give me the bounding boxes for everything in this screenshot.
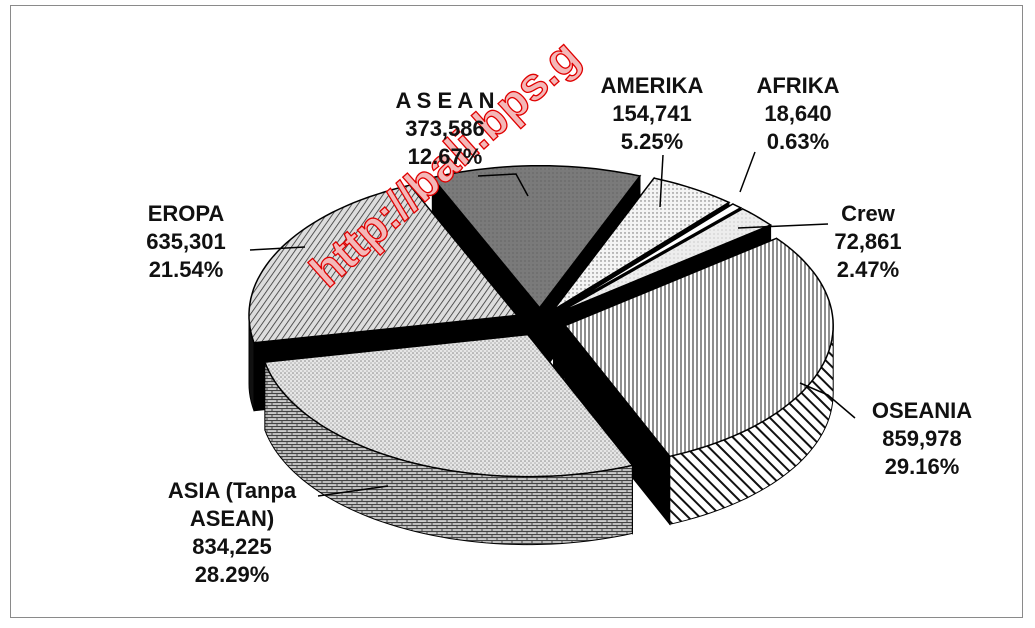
data-label: A S E A N 373,586 12.67% xyxy=(395,87,494,171)
slice xyxy=(563,237,834,458)
slice xyxy=(248,184,519,344)
value-label: 373,586 xyxy=(405,116,485,141)
category-label: A S E A N xyxy=(395,88,495,113)
data-label: AMERIKA 154,741 5.25% xyxy=(601,72,704,156)
category-label: AMERIKA xyxy=(600,73,704,98)
category-label: OSEANIA xyxy=(871,398,973,423)
percent-label: 28.29% xyxy=(194,562,270,587)
leader-line xyxy=(799,382,856,419)
percent-label: 12.67% xyxy=(407,144,483,169)
data-label: AFRIKA 18,640 0.63% xyxy=(756,72,839,156)
value-label: 72,861 xyxy=(834,229,902,254)
slice xyxy=(263,333,634,478)
chart-frame xyxy=(10,5,1023,618)
data-label: ASIA (Tanpa ASEAN) 834,225 28.29% xyxy=(152,477,312,589)
percent-label: 21.54% xyxy=(148,257,224,282)
leader-line xyxy=(249,246,306,251)
slice xyxy=(430,164,642,309)
slice xyxy=(558,207,773,314)
category-label: Crew xyxy=(841,201,895,226)
percent-label: 0.63% xyxy=(766,129,830,154)
percent-label: 29.16% xyxy=(884,454,960,479)
category-label: ASIA (Tanpa ASEAN) xyxy=(167,478,297,531)
slice xyxy=(557,203,743,313)
data-label: EROPA 635,301 21.54% xyxy=(146,200,226,284)
leader-line xyxy=(477,173,529,197)
leader-line xyxy=(737,223,829,229)
data-label: Crew 72,861 2.47% xyxy=(834,200,901,284)
percent-label: 2.47% xyxy=(836,257,900,282)
data-label: OSEANIA 859,978 29.16% xyxy=(872,397,972,481)
value-label: 859,978 xyxy=(882,426,962,451)
value-label: 834,225 xyxy=(192,534,272,559)
category-label: AFRIKA xyxy=(756,73,840,98)
category-label: EROPA xyxy=(147,201,225,226)
value-label: 154,741 xyxy=(612,101,692,126)
leader-line xyxy=(317,485,389,497)
leader-line xyxy=(739,151,756,193)
value-label: 635,301 xyxy=(146,229,226,254)
value-label: 18,640 xyxy=(764,101,832,126)
percent-label: 5.25% xyxy=(620,129,684,154)
leader-line xyxy=(659,154,664,208)
